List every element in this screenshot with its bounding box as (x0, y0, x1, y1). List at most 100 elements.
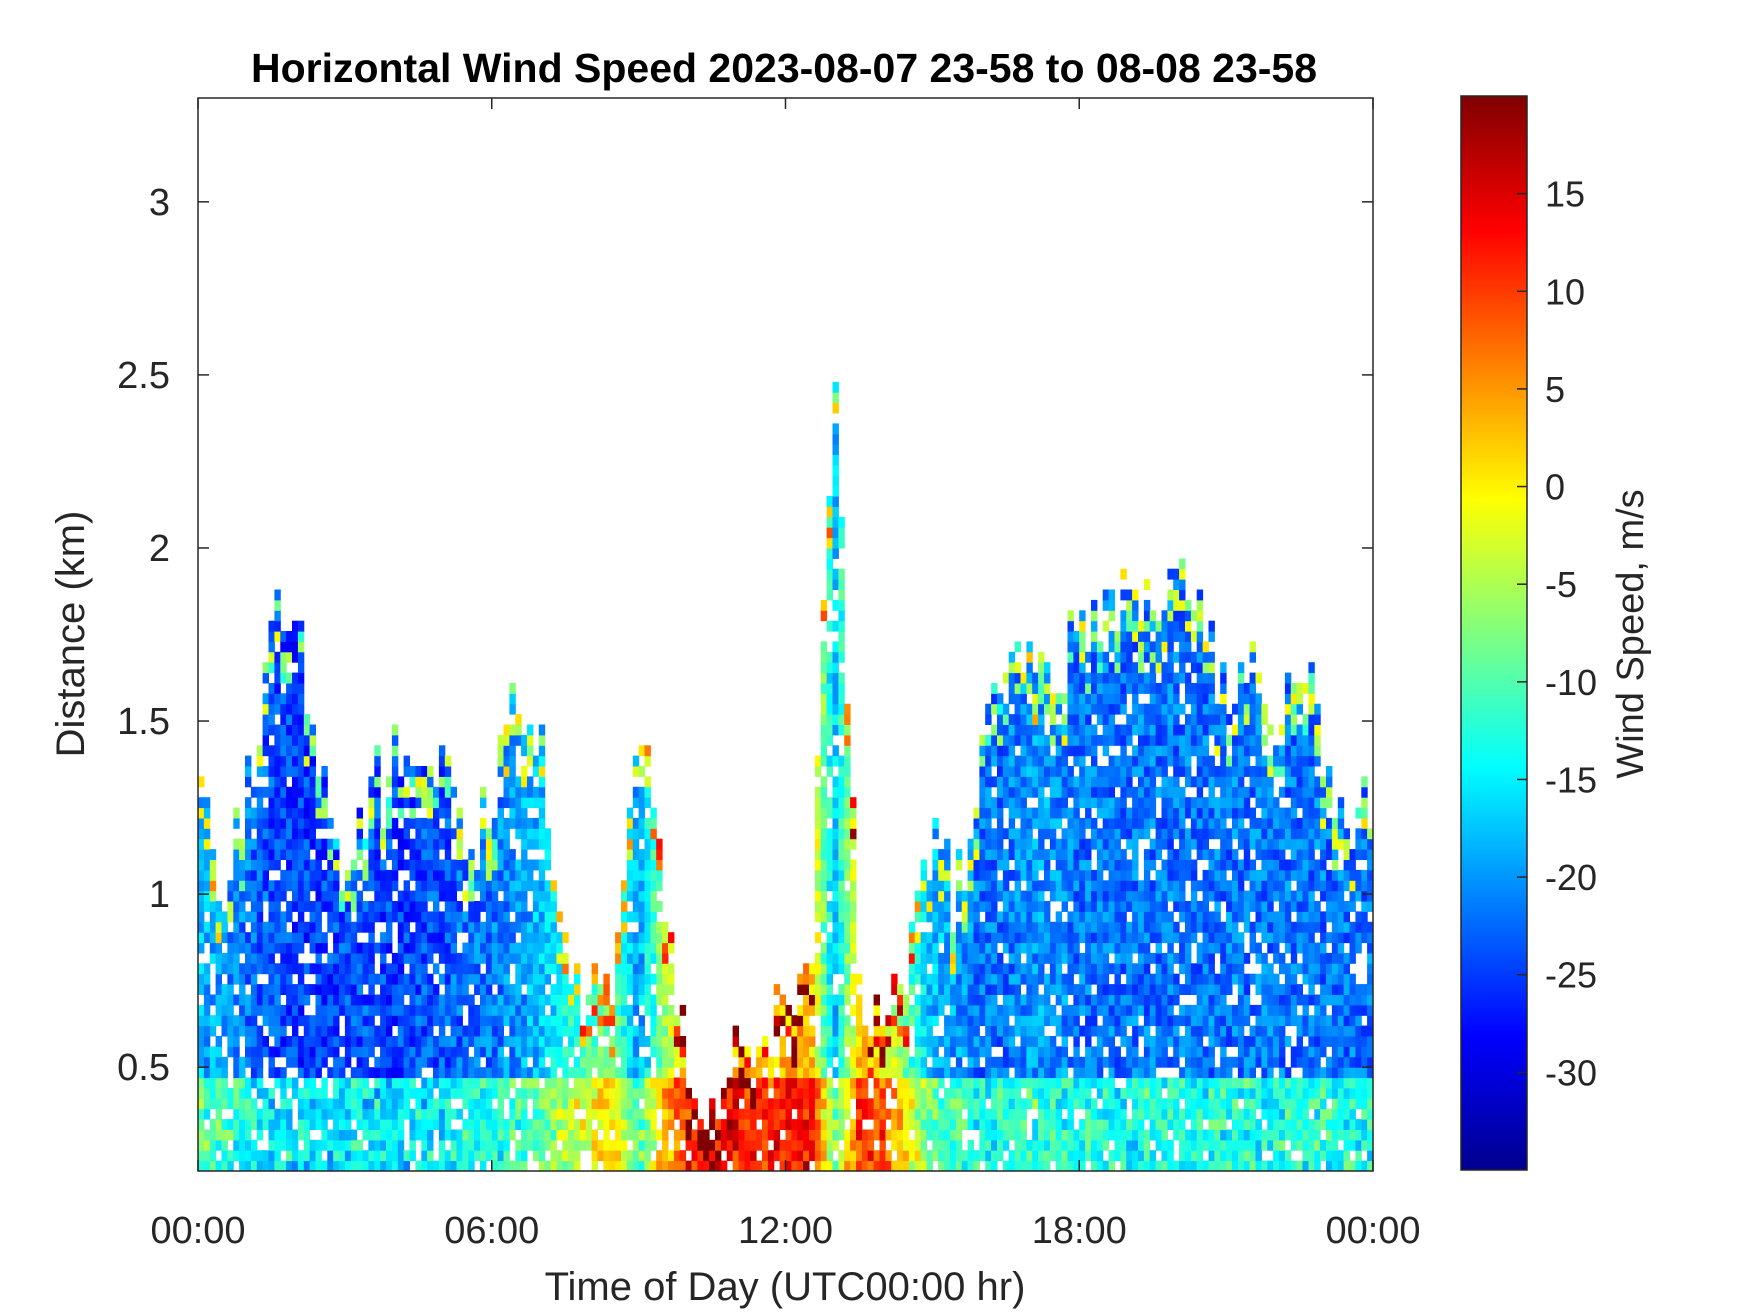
heatmap-cell (1026, 880, 1033, 892)
heatmap-cell (350, 890, 358, 902)
heatmap-cell (509, 683, 516, 694)
heatmap-cell (315, 849, 322, 860)
heatmap-cell (544, 1046, 551, 1058)
heatmap-cell (1091, 1119, 1098, 1130)
heatmap-cell (662, 952, 669, 964)
heatmap-cell (203, 1098, 211, 1110)
heatmap-cell (797, 1087, 804, 1099)
heatmap-cell (1155, 1108, 1162, 1120)
heatmap-cell (1096, 869, 1104, 881)
heatmap-cell (233, 838, 240, 850)
heatmap-cell (427, 1150, 434, 1162)
heatmap-cell (844, 994, 851, 1006)
heatmap-cell (644, 932, 651, 944)
heatmap-cell (820, 714, 828, 725)
heatmap-cell (1049, 952, 1057, 964)
heatmap-cell (926, 1036, 933, 1047)
heatmap-cell (527, 734, 534, 746)
heatmap-cell (820, 1160, 828, 1172)
heatmap-cell (1055, 1077, 1063, 1089)
heatmap-cell (1002, 786, 1010, 798)
heatmap-cell (1014, 1004, 1021, 1016)
heatmap-cell (292, 683, 299, 694)
heatmap-cell (274, 911, 281, 923)
heatmap-cell (1132, 1077, 1139, 1089)
heatmap-cell (350, 942, 358, 954)
heatmap-cell (762, 1098, 769, 1110)
heatmap-cell (1020, 1056, 1027, 1068)
heatmap-cell (286, 755, 293, 767)
heatmap-cell (1108, 683, 1115, 694)
heatmap-cell (1132, 755, 1139, 767)
heatmap-cell (198, 1077, 205, 1089)
heatmap-cell (262, 963, 269, 975)
heatmap-cell (339, 1077, 346, 1089)
heatmap-cell (503, 734, 510, 746)
heatmap-cell (1055, 1160, 1063, 1172)
heatmap-cell (544, 880, 551, 892)
heatmap-cell (438, 952, 446, 964)
heatmap-cell (668, 1160, 675, 1172)
heatmap-cell (292, 1036, 299, 1047)
heatmap-cell (274, 880, 281, 892)
heatmap-cell (297, 641, 305, 653)
heatmap-cell (556, 984, 563, 995)
heatmap-cell (908, 942, 916, 954)
heatmap-cell (538, 921, 546, 933)
heatmap-cell (967, 869, 974, 881)
heatmap-cell (333, 1108, 340, 1120)
heatmap-cell (603, 1087, 610, 1099)
heatmap-cell (1108, 942, 1115, 954)
heatmap-cell (456, 952, 463, 964)
heatmap-cell (632, 817, 640, 829)
heatmap-cell (579, 1098, 587, 1110)
heatmap-cell (897, 1108, 904, 1120)
heatmap-cell (1067, 942, 1074, 954)
heatmap-cell (421, 859, 428, 871)
heatmap-cell (562, 1015, 569, 1027)
heatmap-cell (1073, 859, 1080, 871)
heatmap-cell (456, 1150, 463, 1162)
heatmap-cell (1161, 828, 1168, 840)
heatmap-cell (1102, 766, 1110, 777)
heatmap-cell (1032, 911, 1039, 923)
heatmap-cell (991, 745, 998, 757)
heatmap-cell (1161, 1160, 1168, 1172)
heatmap-cell (1002, 755, 1010, 767)
heatmap-cell (944, 911, 951, 923)
heatmap-cell (274, 589, 281, 601)
heatmap-cell (932, 952, 939, 964)
heatmap-cell (250, 1056, 258, 1068)
heatmap-cell (1026, 714, 1033, 725)
heatmap-cell (286, 703, 293, 715)
heatmap-cell (309, 817, 316, 829)
heatmap-cell (444, 973, 452, 985)
heatmap-cell (1126, 1046, 1133, 1058)
heatmap-cell (480, 890, 487, 902)
heatmap-cell (403, 797, 410, 809)
heatmap-cell (568, 1004, 575, 1016)
heatmap-cell (1026, 734, 1033, 746)
heatmap-cell (233, 849, 240, 860)
heatmap-cell (1143, 817, 1151, 829)
heatmap-cell (356, 1077, 363, 1089)
heatmap-cell (850, 1056, 857, 1068)
heatmap-cell (1155, 901, 1162, 912)
heatmap-cell (1026, 1087, 1033, 1099)
heatmap-cell (668, 1067, 675, 1079)
heatmap-cell (1155, 724, 1162, 736)
heatmap-cell (309, 869, 316, 881)
heatmap-cell (1143, 1129, 1151, 1141)
heatmap-cell (485, 984, 493, 995)
heatmap-cell (997, 828, 1004, 840)
heatmap-cell (515, 786, 522, 798)
heatmap-cell (262, 849, 269, 860)
heatmap-cell (744, 1046, 751, 1058)
heatmap-cell (1138, 963, 1145, 975)
heatmap-cell (550, 901, 557, 912)
heatmap-cell (374, 901, 381, 912)
heatmap-cell (344, 880, 352, 892)
heatmap-cell (1149, 693, 1157, 705)
heatmap-cell (826, 714, 833, 725)
heatmap-cell (456, 1129, 463, 1141)
